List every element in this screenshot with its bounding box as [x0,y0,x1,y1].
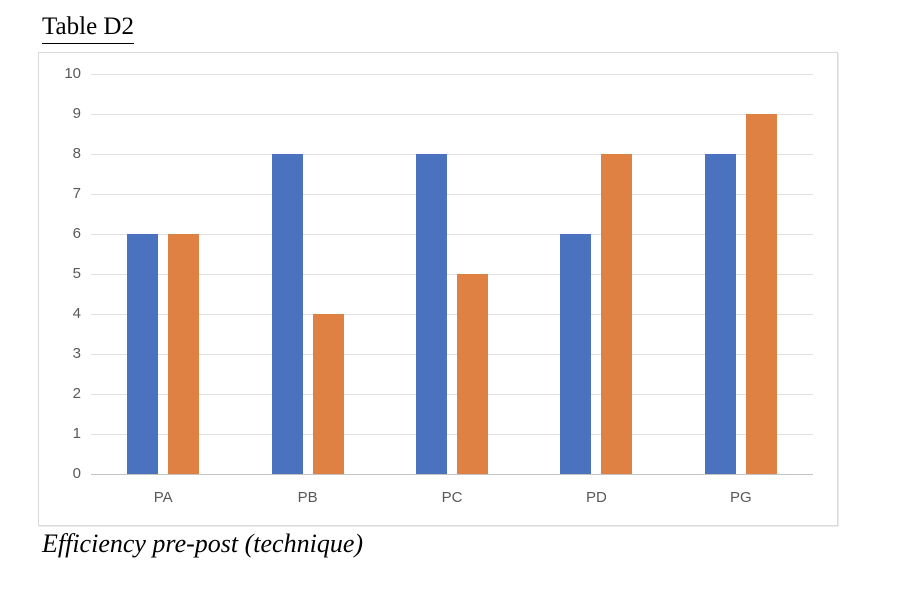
y-tick-label: 6 [72,225,81,242]
y-tick-label: 8 [72,145,81,162]
bar-post-PA [168,234,200,474]
bar-pre-PD [560,234,592,474]
x-axis-label: PG [729,489,752,506]
x-axis-label: PD [585,489,607,506]
bar-pre-PG [704,154,736,474]
gridline [91,354,813,355]
bar-post-PG [745,114,777,474]
gridline [91,74,813,75]
y-tick-label: 4 [72,305,81,322]
bar-pre-PB [271,154,303,474]
y-tick-label: 9 [72,105,81,122]
gridline [91,314,813,315]
figure-title: Table D2 [42,13,134,44]
y-tick-label: 3 [72,345,81,362]
gridline [91,194,813,195]
gridline [91,274,813,275]
bar-post-PB [312,314,344,474]
figure-caption: Efficiency pre-post (technique) [42,529,364,558]
y-tick-label: 10 [64,65,81,82]
x-axis-baseline [91,474,813,475]
y-tick-label: 7 [72,185,81,202]
bar-chart: 0 1 2 3 4 5 6 7 8 9 10 PA PB PC PD PG [39,53,837,525]
chart-frame: 0 1 2 3 4 5 6 7 8 9 10 PA PB PC PD PG [38,52,838,526]
gridline [91,114,813,115]
bar-post-PD [601,154,633,474]
gridline [91,154,813,155]
y-tick-label: 1 [72,425,81,442]
bar-pre-PA [127,234,159,474]
bar-pre-PC [416,154,447,474]
gridline [91,394,813,395]
gridline [91,434,813,435]
y-tick-label: 2 [72,385,81,402]
x-axis-label: PA [153,489,173,506]
x-axis-label: PC [441,489,463,506]
y-tick-label: 0 [72,465,81,482]
bar-post-PC [457,274,488,474]
x-axis-label: PB [297,489,318,506]
gridline [91,234,813,235]
y-tick-label: 5 [72,265,81,282]
